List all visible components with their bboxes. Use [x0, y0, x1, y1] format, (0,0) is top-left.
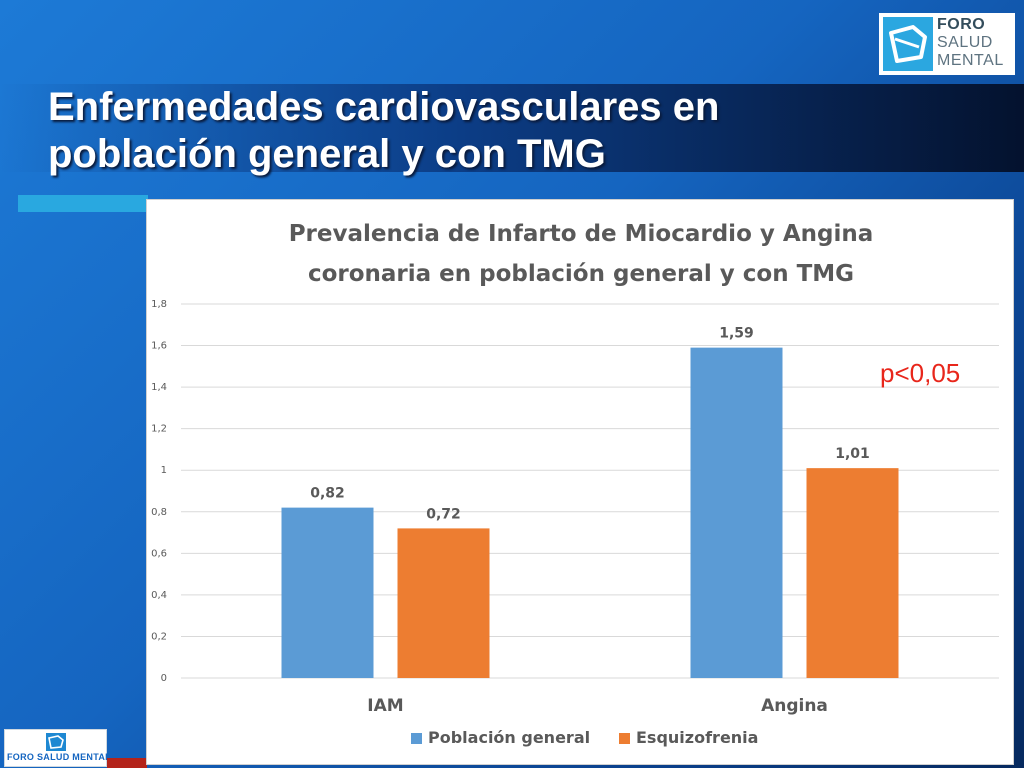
y-tick-label: 1,4	[151, 382, 167, 393]
y-tick-label: 1	[161, 465, 167, 476]
significance-note: p<0,05	[880, 358, 961, 388]
y-tick-label: 1,6	[151, 341, 167, 352]
chart-panel: Prevalencia de Infarto de Miocardio y An…	[146, 199, 1014, 765]
y-tick-label: 0,8	[151, 507, 167, 518]
foro-salud-mental-logo: FORO SALUD MENTAL	[879, 13, 1015, 75]
accent-bar	[18, 195, 148, 212]
x-category-label: IAM	[367, 696, 403, 716]
legend-label: Población general	[428, 728, 590, 747]
legend-swatch	[619, 733, 630, 744]
legend-label: Esquizofrenia	[636, 728, 758, 747]
x-category-label: Angina	[761, 696, 828, 716]
data-label: 1,59	[719, 326, 754, 342]
y-tick-label: 1,8	[151, 299, 167, 310]
data-label: 1,01	[835, 446, 870, 462]
footer-logo-flag-icon	[46, 733, 66, 751]
footer-logo-text: FORO SALUD MENTAL	[7, 752, 111, 762]
logo-line1: FORO	[937, 16, 986, 33]
bar	[806, 468, 899, 678]
data-label: 0,82	[310, 486, 345, 502]
logo-text: FORO SALUD MENTAL	[937, 16, 1004, 70]
chart-title-line1: Prevalencia de Infarto de Miocardio y An…	[288, 221, 874, 247]
slide-title: Enfermedades cardiovasculares en poblaci…	[48, 84, 868, 178]
bar	[397, 528, 490, 678]
bar	[690, 347, 783, 678]
bar-chart: 0 0,2 0,4 0,6 0,8 1 1,2 1,4 1,6 1,8 0,82 0,72 IAM 1,5…	[151, 299, 999, 747]
chart-title: Prevalencia de Infarto de Miocardio y An…	[147, 214, 1015, 294]
slide-title-line2: población general y con TMG	[48, 132, 606, 176]
data-label: 0,72	[426, 506, 461, 522]
y-tick-label: 0,2	[151, 631, 167, 642]
logo-line3: MENTAL	[937, 52, 1004, 69]
chart-title-line2: coronaria en población general y con TMG	[307, 261, 855, 287]
legend-swatch	[411, 733, 422, 744]
bar	[281, 507, 374, 678]
logo-flag-icon	[883, 17, 933, 71]
y-tick-label: 0,6	[151, 548, 167, 559]
title-band	[0, 84, 1024, 172]
y-tick-label: 0,4	[151, 590, 167, 601]
y-tick-label: 1,2	[151, 424, 167, 435]
footer-logo: FORO SALUD MENTAL	[4, 729, 111, 767]
logo-line2: SALUD	[937, 34, 993, 51]
footer-red-strip	[107, 758, 147, 768]
slide-title-line1: Enfermedades cardiovasculares en	[48, 85, 720, 129]
y-tick-label: 0	[161, 673, 167, 684]
